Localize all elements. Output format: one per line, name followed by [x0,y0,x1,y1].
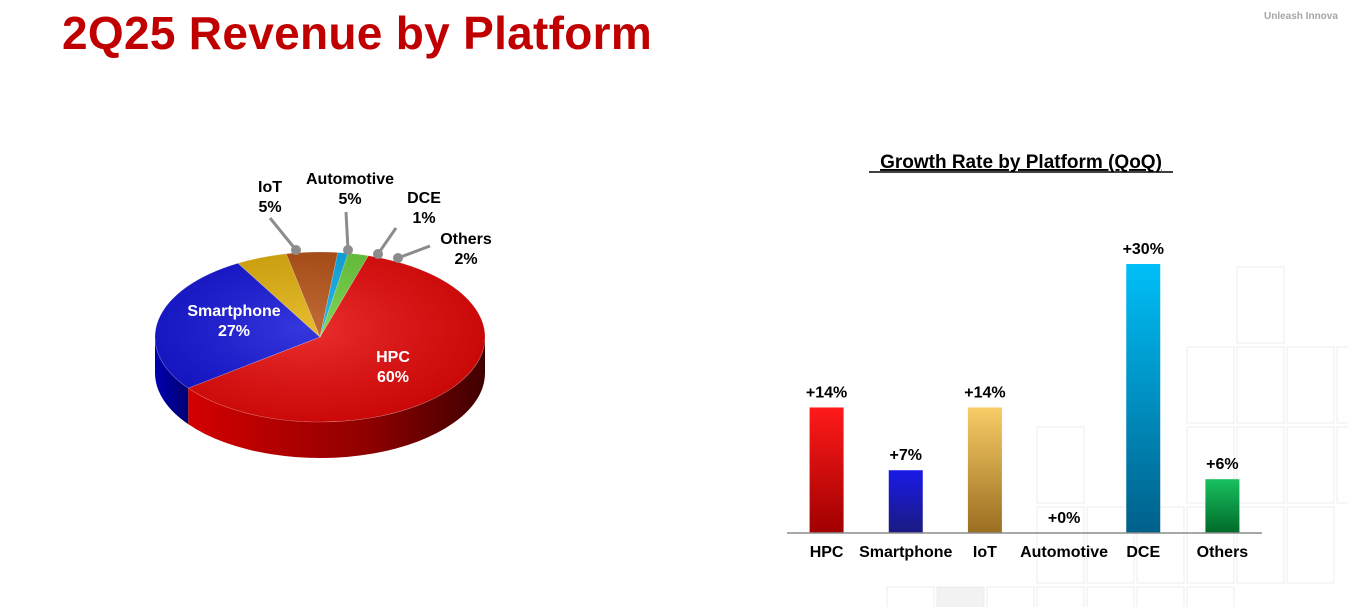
bar-value-smartphone: +7% [890,447,922,464]
bar-others [1205,479,1240,533]
leader-line-iot [268,217,298,251]
bar-hpc [809,407,844,533]
pie-label-iot: IoT [258,179,282,196]
pie-top-shading [155,252,485,422]
leader-dot-others [393,253,403,263]
pie-value-automotive: 5% [338,191,361,208]
bar-iot [967,407,1002,533]
platform-pie-chart: HPC 60% Smartphone 27% IoT 5% Automotive 5% DCE 1… [154,171,492,458]
pie-value-others: 2% [454,251,477,268]
bar-chart-title: Growth Rate by Platform (QoQ) [880,152,1162,173]
bar-category-others: Others [1197,544,1249,561]
leader-dot-iot [291,245,301,255]
leader-dot-dce [373,249,383,259]
leader-dot-automotive [343,245,353,255]
bar-category-dce: DCE [1126,544,1160,561]
bar-value-automotive: +0% [1048,510,1080,527]
pie-value-dce: 1% [412,210,435,227]
pie-label-hpc: HPC [376,349,410,366]
leader-line-automotive [344,211,350,251]
pie-label-smartphone: Smartphone [187,303,280,320]
leader-line-dce [376,227,398,255]
pie-side-smartphone [155,337,189,425]
pie-value-iot: 5% [258,199,281,216]
bar-value-iot: +14% [964,384,1005,401]
pie-value-hpc: 60% [377,369,409,386]
pie-value-smartphone: 27% [218,323,250,340]
bar-value-dce: +30% [1123,241,1164,258]
pie-label-automotive: Automotive [306,171,394,188]
bar-category-smartphone: Smartphone [859,544,952,561]
pie-label-others: Others [440,231,492,248]
pie-side-hpc [188,337,485,458]
bar-category-hpc: HPC [810,544,844,561]
bar-smartphone [888,470,923,533]
page-title: 2Q25 Revenue by Platform [62,7,653,59]
bar-category-automotive: Automotive [1020,544,1108,561]
bar-category-iot: IoT [973,544,997,561]
background-pattern [886,266,1348,607]
bar-value-others: +6% [1206,456,1238,473]
bar-value-hpc: +14% [806,384,847,401]
growth-bar-chart: Growth Rate by Platform (QoQ) +14% HPC +7% S… [787,152,1262,561]
leader-line-others [397,244,431,260]
tagline: Unleash Innova [1264,11,1338,22]
bar-dce [1126,264,1161,533]
pie-label-dce: DCE [407,190,441,207]
